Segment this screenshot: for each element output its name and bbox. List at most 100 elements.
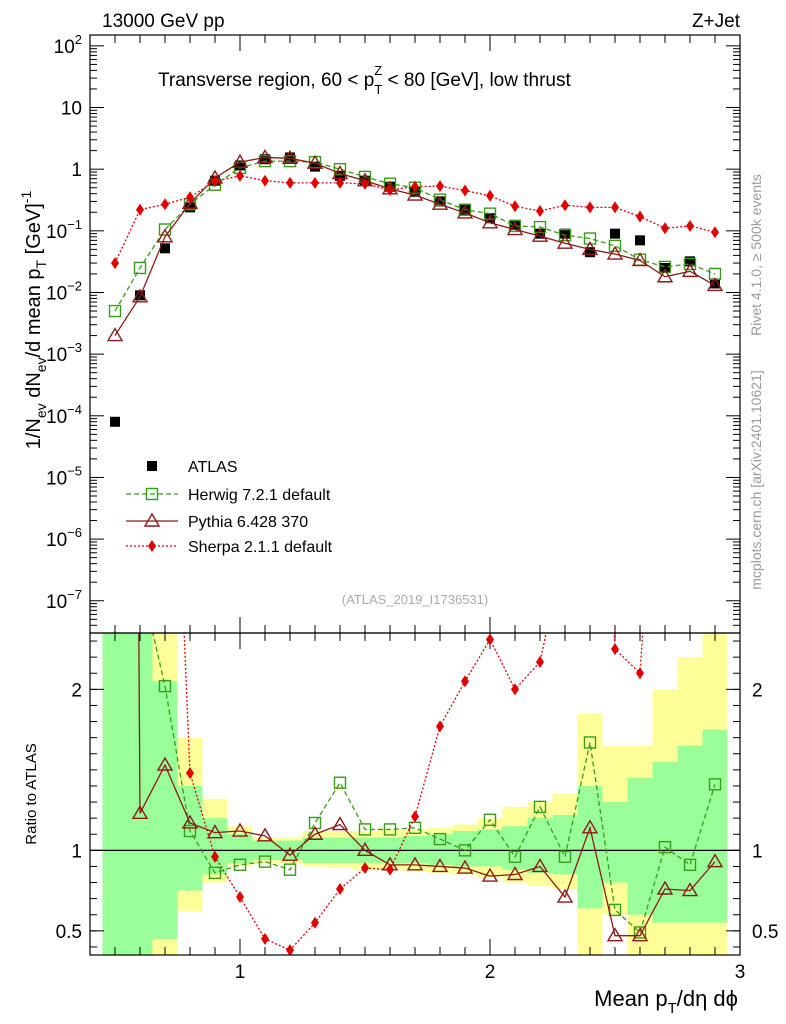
ratio-point-herwig xyxy=(433,832,447,846)
band-inner-18 xyxy=(552,814,578,875)
ratio-point-pythia xyxy=(606,927,624,942)
band-inner-2 xyxy=(152,681,178,939)
ratio-point-pythia xyxy=(406,856,424,871)
main-point-atlas xyxy=(610,228,620,239)
main-point-sherpa xyxy=(386,183,394,196)
main-point-sherpa xyxy=(186,191,194,204)
main-point-herwig xyxy=(608,239,622,253)
main-point-herwig xyxy=(108,304,122,318)
main-point-atlas xyxy=(310,161,320,172)
main-point-atlas xyxy=(235,160,245,171)
legend: ATLAS Herwig 7.2.1 default Pythia 6.428 37… xyxy=(126,459,333,556)
main-point-sherpa xyxy=(236,169,244,182)
ratio-point-herwig xyxy=(558,850,572,863)
ratio-point-herwig xyxy=(258,855,272,868)
x-tick-label: 2 xyxy=(485,962,496,983)
ratio-point-herwig xyxy=(633,926,647,939)
ratio-point-herwig xyxy=(358,823,372,836)
main-point-atlas xyxy=(285,152,295,163)
x-tick-label: 1 xyxy=(235,962,246,983)
main-point-sherpa xyxy=(211,175,219,188)
main-point-atlas xyxy=(260,154,270,165)
ratio-y-axis-title: Ratio to ATLAS xyxy=(23,743,40,844)
ratio-point-sherpa xyxy=(286,944,294,955)
ratio-point-sherpa xyxy=(336,882,344,895)
main-point-sherpa xyxy=(611,201,619,214)
main-point-pythia xyxy=(531,227,549,242)
main-point-pythia xyxy=(431,195,449,210)
ratio-point-herwig xyxy=(158,679,172,693)
main-ytick-label: 10−3 xyxy=(46,340,82,366)
main-point-sherpa xyxy=(311,176,319,189)
main-point-sherpa xyxy=(161,198,169,211)
ratio-point-herwig xyxy=(208,866,222,880)
ratio-point-sherpa xyxy=(511,683,519,696)
ratio-point-sherpa xyxy=(411,810,419,823)
header-energy-label: 13000 GeV pp xyxy=(102,11,225,32)
ratio-point-pythia xyxy=(456,859,474,874)
x-axis-title: Mean pT/dη dϕ xyxy=(594,986,738,1017)
main-point-herwig xyxy=(483,207,497,220)
ratio-point-pythia xyxy=(581,819,599,834)
x-tick-label: 3 xyxy=(735,962,746,983)
main-panel-series xyxy=(106,149,724,427)
band-inner-4 xyxy=(202,818,228,875)
ratio-point-herwig xyxy=(533,800,547,814)
main-point-sherpa xyxy=(686,219,694,232)
ratio-point-sherpa xyxy=(361,862,369,875)
ratio-point-pythia xyxy=(531,858,549,873)
main-point-sherpa xyxy=(111,257,119,270)
main-point-atlas xyxy=(635,235,645,246)
main-point-sherpa xyxy=(561,199,569,212)
main-point-atlas xyxy=(535,228,545,239)
main-point-atlas xyxy=(185,202,195,213)
main-point-sherpa xyxy=(436,180,444,193)
ratio-point-sherpa xyxy=(236,891,244,904)
ratio-point-herwig xyxy=(583,736,597,749)
ratio-point-pythia xyxy=(706,853,724,868)
legend-label-pythia: Pythia 6.428 370 xyxy=(188,514,308,531)
main-panel-axes: 10−7 10−6 10−5 10−4 10−3 10−2 10−1 1 10 102 1 2 3 0.5… xyxy=(46,32,778,983)
ratio-point-herwig xyxy=(233,858,247,872)
main-ytick-label: 10−1 xyxy=(46,217,82,243)
legend-marker-atlas xyxy=(147,461,157,471)
main-point-pythia xyxy=(706,277,724,292)
ratio-point-sherpa xyxy=(311,916,319,929)
ratio-line-pythia xyxy=(138,633,716,937)
main-point-sherpa xyxy=(336,176,344,189)
main-point-pythia xyxy=(406,186,424,201)
main-point-sherpa xyxy=(586,201,594,214)
band-inner-5 xyxy=(227,834,253,864)
ratio-point-pythia xyxy=(506,866,524,881)
ratio-point-pythia xyxy=(131,804,149,820)
main-point-atlas xyxy=(710,278,720,289)
main-point-atlas xyxy=(560,228,570,239)
main-point-atlas xyxy=(435,196,445,207)
ratio-point-sherpa xyxy=(211,850,219,863)
ratio-point-sherpa xyxy=(186,767,194,780)
ratio-panel-frame xyxy=(89,632,741,956)
ratio-point-herwig xyxy=(683,858,697,872)
ratio-ytick-label-right: 1 xyxy=(752,841,763,862)
ratio-point-sherpa xyxy=(386,863,394,876)
main-point-atlas xyxy=(160,243,170,254)
main-point-herwig xyxy=(433,193,447,206)
main-point-sherpa xyxy=(286,176,294,189)
main-ytick-label: 10−5 xyxy=(46,463,82,489)
band-inner-23 xyxy=(677,745,703,923)
ratio-clipped-series xyxy=(131,633,724,955)
ratio-point-pythia xyxy=(231,822,249,837)
band-inner-24 xyxy=(702,729,728,923)
ratio-panel-series xyxy=(131,633,724,955)
ratio-ytick-label-right: 2 xyxy=(752,680,763,701)
band-inner-21 xyxy=(627,777,653,915)
main-point-herwig xyxy=(333,162,347,176)
ratio-point-herwig xyxy=(183,824,197,838)
legend-label-sherpa: Sherpa 2.1.1 default xyxy=(188,539,333,556)
main-point-herwig xyxy=(683,257,697,271)
main-point-pythia xyxy=(681,262,699,278)
main-point-herwig xyxy=(133,261,147,275)
analysis-id: (ATLAS_2019_I1736531) xyxy=(342,592,488,607)
ratio-point-sherpa xyxy=(436,720,444,733)
main-ytick-label: 10−4 xyxy=(46,402,82,428)
